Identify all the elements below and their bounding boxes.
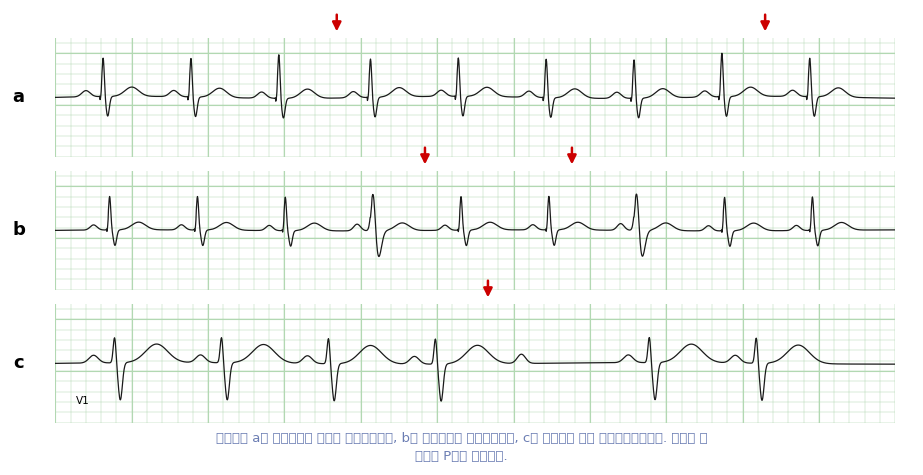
Text: V1: V1 — [77, 396, 90, 407]
Text: 살표는 P파를 가리킨다.: 살표는 P파를 가리킨다. — [415, 449, 508, 463]
Text: a: a — [12, 88, 25, 106]
Text: c: c — [13, 354, 24, 372]
Text: b: b — [12, 221, 25, 239]
Text: 그림에서 a는 정상적으로 전도된 심방조기박동, b는 편위전도된 심방조기박동, c는 전도되지 않은 심방조기박동이다. 붉은색 화: 그림에서 a는 정상적으로 전도된 심방조기박동, b는 편위전도된 심방조기박… — [216, 432, 707, 446]
